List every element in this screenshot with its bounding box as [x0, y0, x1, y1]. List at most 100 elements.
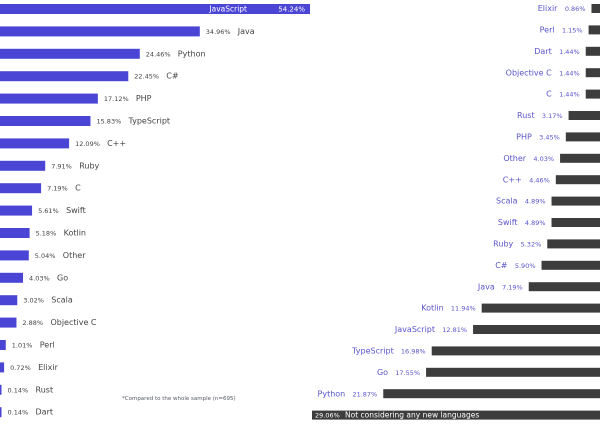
left-value-label-17: 0.14%: [8, 386, 29, 394]
right-value-label-9: 4.89%: [525, 198, 546, 206]
right-value-label-0: 0.86%: [565, 5, 586, 13]
right-bar-11: [547, 239, 600, 249]
right-value-label-2: 1.44%: [559, 48, 580, 56]
right-value-label-18: 21.87%: [352, 390, 377, 398]
right-bar-15: [473, 325, 600, 334]
left-value-label-4: 17.12%: [104, 95, 129, 103]
right-value-label-19: 29.06%: [315, 412, 340, 420]
left-value-label-0: 54.24%: [278, 6, 305, 14]
right-value-label-3: 1.44%: [559, 69, 580, 77]
left-bar-15: [0, 340, 6, 350]
left-bar-5: [0, 116, 91, 126]
left-bar-18: [0, 407, 2, 418]
left-category-label-2: Python: [178, 49, 206, 58]
left-value-label-1: 34.96%: [206, 28, 231, 36]
right-value-label-12: 5.90%: [515, 262, 536, 270]
right-bar-13: [528, 282, 600, 292]
right-value-label-8: 4.46%: [529, 176, 550, 184]
right-category-label-17: Go: [377, 368, 388, 377]
right-value-label-13: 7.19%: [502, 283, 523, 291]
left-category-label-15: Perl: [40, 341, 55, 350]
right-category-label-0: Elixir: [538, 4, 558, 13]
left-category-label-4: PHP: [136, 94, 152, 103]
left-bar-6: [0, 138, 70, 149]
left-bar-3: [0, 71, 129, 82]
right-value-label-15: 12.81%: [442, 326, 467, 334]
left-category-label-0: JavaScript: [208, 5, 247, 14]
right-value-label-10: 4.89%: [525, 219, 546, 227]
footnote: *Compared to the whole sample (n=695): [122, 396, 236, 402]
right-category-label-15: JavaScript: [394, 325, 435, 334]
left-bar-12: [0, 272, 24, 283]
right-category-label-8: C++: [503, 175, 522, 184]
right-value-label-16: 16.98%: [401, 348, 426, 356]
right-category-label-5: Rust: [517, 111, 535, 120]
right-value-label-1: 1.15%: [562, 27, 583, 35]
right-category-label-2: Dart: [534, 47, 552, 56]
right-bar-17: [426, 367, 600, 377]
left-category-label-1: Java: [237, 27, 255, 36]
left-bar-9: [0, 205, 33, 216]
left-bar-16: [0, 362, 5, 373]
left-value-label-13: 3.02%: [23, 297, 44, 305]
right-bar-2: [585, 46, 600, 56]
left-category-label-6: C++: [107, 139, 126, 148]
right-category-label-18: Python: [318, 389, 346, 398]
right-value-label-6: 3.45%: [539, 134, 560, 142]
left-value-label-2: 24.46%: [146, 50, 171, 58]
left-category-label-11: Other: [63, 251, 86, 260]
left-value-label-8: 7.19%: [47, 185, 68, 193]
left-category-label-14: Objective C: [50, 318, 96, 327]
left-value-label-6: 12.09%: [75, 140, 100, 148]
left-bar-10: [0, 228, 30, 238]
right-bar-18: [383, 389, 600, 399]
left-category-label-18: Dart: [36, 408, 54, 417]
left-category-label-9: Swift: [66, 206, 86, 215]
left-value-label-5: 15.83%: [96, 118, 121, 126]
right-category-label-3: Objective C: [506, 68, 552, 77]
right-value-label-5: 3.17%: [542, 112, 563, 120]
right-bar-4: [585, 89, 600, 99]
right-category-label-14: Kotlin: [421, 304, 443, 313]
right-bar-5: [568, 111, 600, 120]
left-bar-13: [0, 295, 18, 306]
right-category-label-11: Ruby: [493, 240, 513, 249]
left-value-label-16: 0.72%: [10, 364, 31, 372]
left-category-label-5: TypeScript: [127, 117, 170, 126]
right-bar-9: [551, 196, 600, 206]
left-value-label-10: 5.18%: [36, 230, 57, 238]
left-category-label-13: Scala: [51, 296, 73, 305]
right-category-label-9: Scala: [496, 197, 518, 206]
left-value-label-18: 0.14%: [8, 409, 29, 417]
right-bar-1: [588, 25, 600, 35]
right-bar-19: [312, 410, 600, 420]
right-category-label-4: C: [546, 90, 552, 99]
right-value-label-4: 1.44%: [559, 91, 580, 99]
right-bar-3: [585, 68, 600, 78]
left-value-label-3: 22.45%: [134, 73, 159, 81]
left-bar-1: [0, 26, 200, 37]
right-bar-6: [565, 132, 600, 142]
right-value-label-11: 5.32%: [521, 241, 542, 249]
left-value-label-7: 7.91%: [51, 162, 72, 170]
right-category-label-1: Perl: [540, 26, 555, 35]
left-bar-8: [0, 183, 42, 194]
left-bar-14: [0, 317, 17, 328]
left-category-label-16: Elixir: [38, 363, 58, 372]
right-bar-0: [591, 4, 600, 13]
right-bar-16: [431, 346, 600, 356]
right-category-label-13: Java: [477, 282, 495, 291]
right-value-label-14: 11.94%: [451, 305, 476, 313]
right-bar-12: [541, 260, 600, 270]
left-category-label-3: C#: [166, 72, 179, 81]
left-value-label-11: 5.04%: [35, 252, 56, 260]
left-bar-4: [0, 93, 98, 104]
left-value-label-9: 5.61%: [38, 207, 59, 215]
right-value-label-7: 4.03%: [533, 155, 554, 163]
right-bar-8: [555, 175, 600, 185]
left-bar-17: [0, 384, 2, 395]
left-bar-0: [0, 4, 310, 14]
left-bar-2: [0, 48, 140, 59]
right-category-label-7: Other: [503, 154, 526, 163]
